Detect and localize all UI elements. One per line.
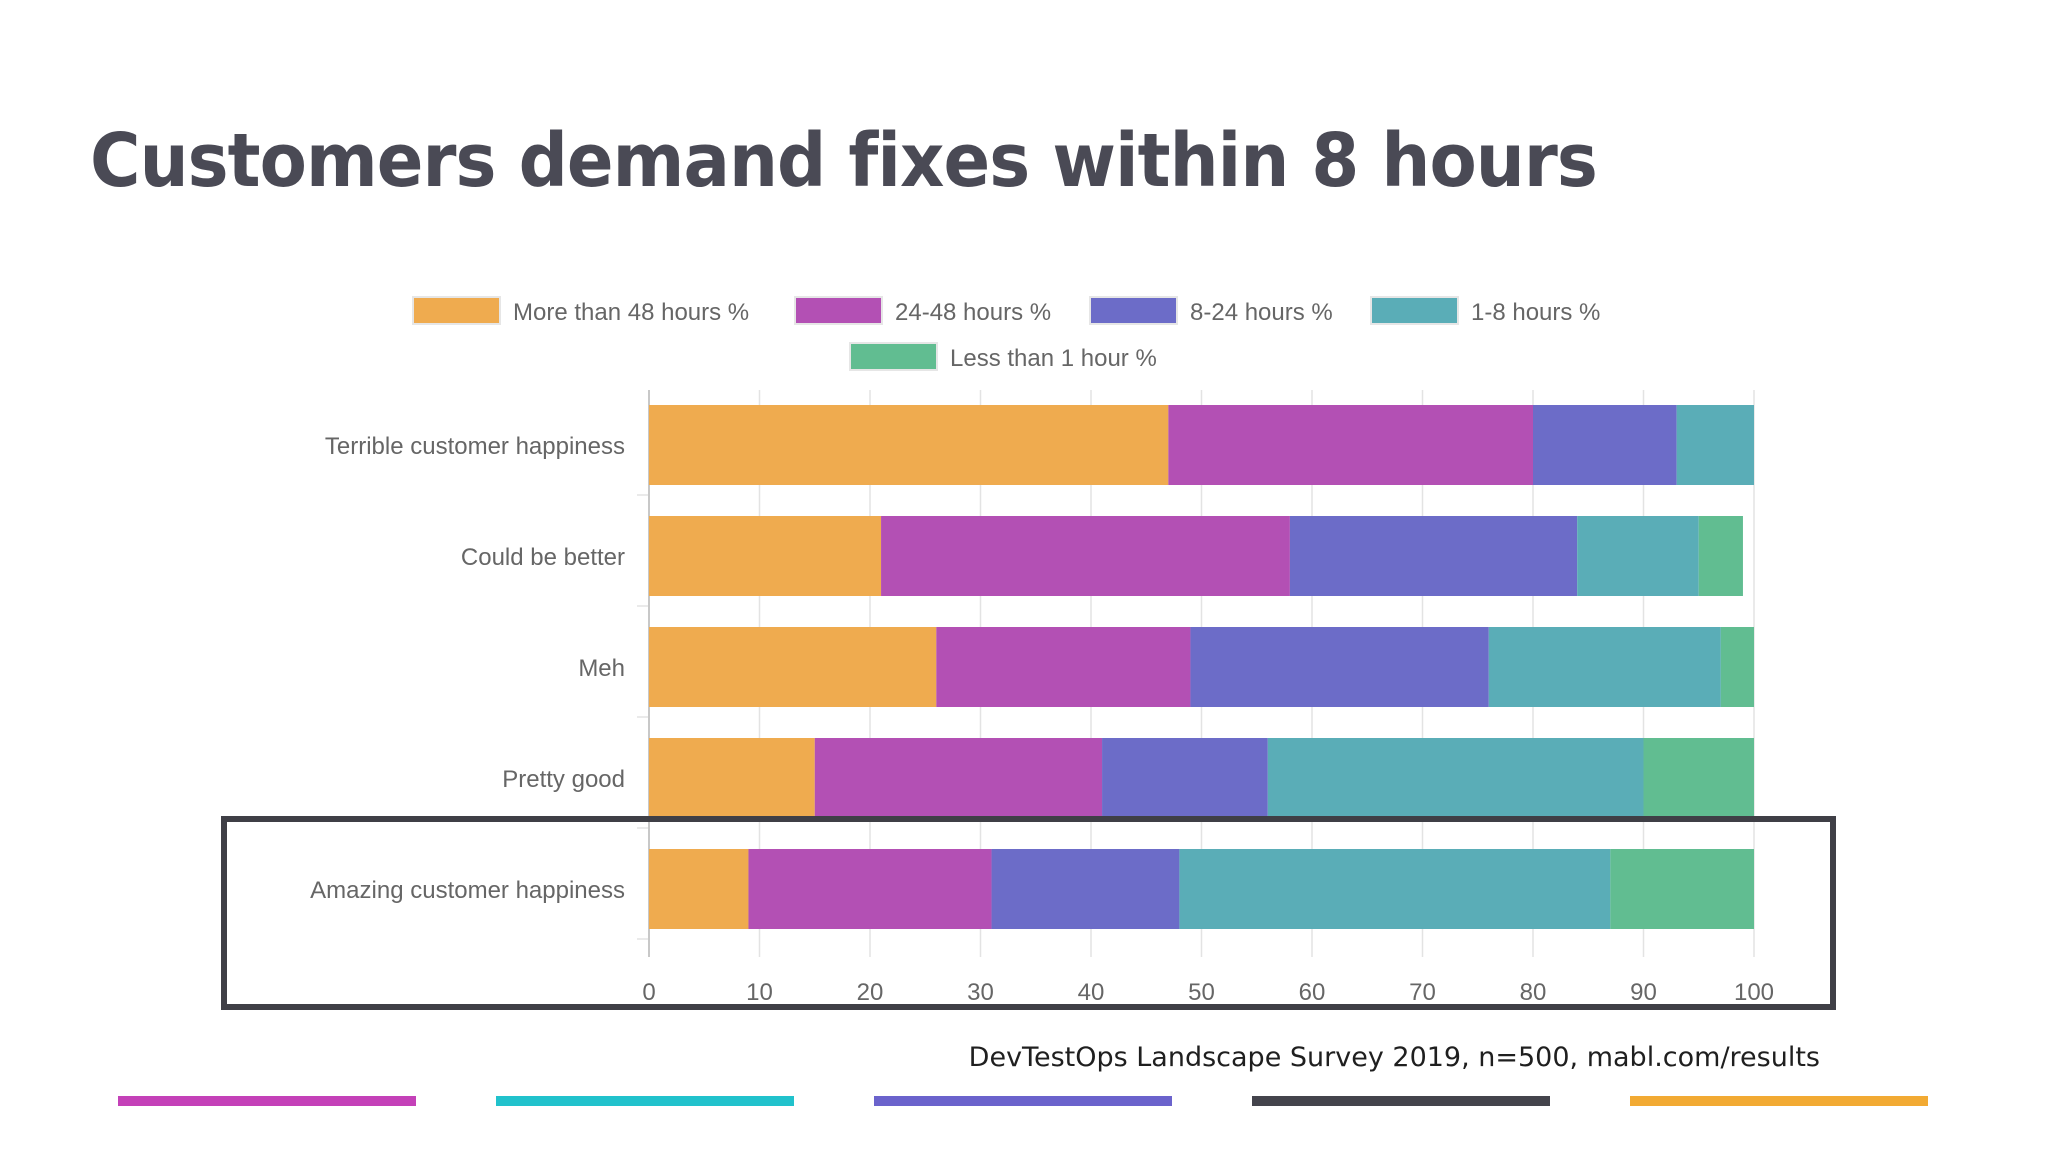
bar-segment xyxy=(748,849,992,929)
bar-segment xyxy=(649,405,1169,485)
bar-segment xyxy=(649,738,815,818)
legend-label: Less than 1 hour % xyxy=(950,345,1157,372)
bar-segment xyxy=(1168,405,1533,485)
footer-color-bar xyxy=(118,1096,416,1106)
bar-segment xyxy=(1289,516,1578,596)
x-tick-label: 50 xyxy=(1188,979,1215,1006)
x-tick-label: 10 xyxy=(746,979,773,1006)
legend-label: More than 48 hours % xyxy=(513,299,749,326)
bar-segment xyxy=(1488,627,1721,707)
footer-color-bars xyxy=(118,1096,1930,1106)
footer-color-bar xyxy=(1630,1096,1928,1106)
category-label: Pretty good xyxy=(502,766,625,793)
bar-segment xyxy=(1190,627,1489,707)
x-tick-label: 100 xyxy=(1734,979,1774,1006)
bar-segment xyxy=(1577,516,1699,596)
category-labels: Terrible customer happiness Could be bett… xyxy=(310,433,625,904)
footer-color-bar xyxy=(874,1096,1172,1106)
bar-segment xyxy=(1643,738,1754,818)
x-tick-label: 90 xyxy=(1630,979,1657,1006)
legend-swatch xyxy=(794,296,883,325)
legend-swatch xyxy=(1089,296,1178,325)
chart-bars xyxy=(649,405,1754,929)
bar-segment xyxy=(1533,405,1677,485)
legend-swatch xyxy=(849,342,938,371)
x-tick-label: 0 xyxy=(642,979,655,1006)
x-tick-label: 80 xyxy=(1520,979,1547,1006)
source-caption: DevTestOps Landscape Survey 2019, n=500,… xyxy=(968,1042,1820,1073)
x-tick-label: 20 xyxy=(857,979,884,1006)
footer-color-bar xyxy=(496,1096,794,1106)
x-tick-label: 60 xyxy=(1299,979,1326,1006)
bar-segment xyxy=(1698,516,1743,596)
footer-color-bar xyxy=(1252,1096,1550,1106)
highlight-box xyxy=(221,816,1836,1010)
legend-label: 1-8 hours % xyxy=(1471,299,1600,326)
bar-segment xyxy=(1102,738,1268,818)
x-tick-label: 40 xyxy=(1078,979,1105,1006)
legend-label: 8-24 hours % xyxy=(1190,299,1333,326)
x-tick-label: 70 xyxy=(1409,979,1436,1006)
bar-segment xyxy=(649,627,937,707)
bar-segment xyxy=(936,627,1191,707)
bar-segment xyxy=(649,849,749,929)
category-label: Terrible customer happiness xyxy=(325,433,625,460)
bar-segment xyxy=(881,516,1290,596)
stacked-bar-chart: More than 48 hours % 24-48 hours % 8-24 ho… xyxy=(310,296,1774,1006)
bar-segment xyxy=(1720,627,1754,707)
category-label: Amazing customer happiness xyxy=(310,877,625,904)
legend-swatch xyxy=(1370,296,1459,325)
chart-legend: More than 48 hours % 24-48 hours % 8-24 ho… xyxy=(412,296,1600,372)
bar-segment xyxy=(991,849,1180,929)
bar-segment xyxy=(1267,738,1644,818)
category-label: Meh xyxy=(578,655,625,682)
x-tick-label: 30 xyxy=(967,979,994,1006)
bar-segment xyxy=(1676,405,1754,485)
legend-label: 24-48 hours % xyxy=(895,299,1051,326)
legend-swatch xyxy=(412,296,501,325)
bar-segment xyxy=(649,516,882,596)
category-label: Could be better xyxy=(461,544,625,571)
bar-segment xyxy=(814,738,1103,818)
slide-title: Customers demand fixes within 8 hours xyxy=(90,118,1598,204)
bar-segment xyxy=(1179,849,1611,929)
bar-segment xyxy=(1610,849,1754,929)
x-axis-ticks: 0 10 20 30 40 50 60 70 80 90 100 xyxy=(642,979,1774,1006)
